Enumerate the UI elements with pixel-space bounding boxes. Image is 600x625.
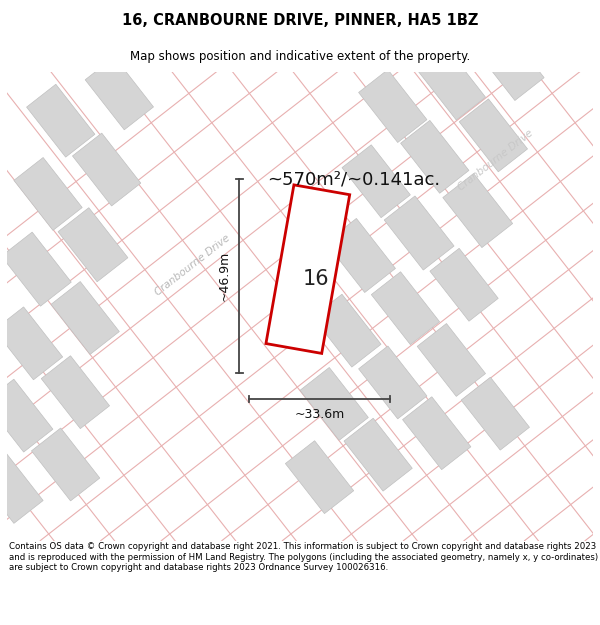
- Text: Cranbourne Drive: Cranbourne Drive: [456, 127, 535, 192]
- Polygon shape: [58, 208, 128, 282]
- Polygon shape: [443, 174, 512, 248]
- Polygon shape: [384, 196, 454, 270]
- Text: 16, CRANBOURNE DRIVE, PINNER, HA5 1BZ: 16, CRANBOURNE DRIVE, PINNER, HA5 1BZ: [122, 12, 478, 28]
- Polygon shape: [51, 281, 119, 354]
- Text: Contains OS data © Crown copyright and database right 2021. This information is : Contains OS data © Crown copyright and d…: [9, 542, 598, 572]
- Polygon shape: [85, 57, 154, 130]
- Polygon shape: [430, 248, 498, 321]
- Polygon shape: [1, 232, 71, 306]
- Polygon shape: [476, 28, 544, 101]
- Polygon shape: [0, 307, 62, 380]
- Polygon shape: [417, 47, 485, 120]
- Polygon shape: [359, 346, 427, 419]
- Polygon shape: [31, 428, 100, 501]
- Polygon shape: [371, 272, 440, 344]
- Polygon shape: [403, 397, 471, 469]
- Text: ~570m²/~0.141ac.: ~570m²/~0.141ac.: [267, 170, 440, 188]
- Polygon shape: [266, 185, 350, 353]
- Polygon shape: [0, 379, 53, 452]
- Text: 16: 16: [302, 269, 329, 289]
- Text: ~33.6m: ~33.6m: [295, 408, 344, 421]
- Polygon shape: [359, 69, 427, 142]
- Text: Map shows position and indicative extent of the property.: Map shows position and indicative extent…: [130, 49, 470, 62]
- Polygon shape: [14, 158, 82, 231]
- Polygon shape: [286, 441, 353, 514]
- Polygon shape: [41, 356, 110, 429]
- Polygon shape: [401, 121, 469, 193]
- Polygon shape: [0, 451, 43, 523]
- Polygon shape: [459, 99, 527, 172]
- Polygon shape: [461, 378, 529, 450]
- Polygon shape: [342, 145, 410, 217]
- Polygon shape: [313, 294, 381, 367]
- Text: Cranbourne Drive: Cranbourne Drive: [153, 233, 232, 298]
- Polygon shape: [26, 84, 95, 157]
- Polygon shape: [344, 418, 412, 491]
- Polygon shape: [326, 218, 395, 292]
- Polygon shape: [417, 324, 485, 396]
- Polygon shape: [300, 368, 368, 441]
- Text: ~46.9m: ~46.9m: [217, 251, 230, 301]
- Polygon shape: [73, 133, 141, 206]
